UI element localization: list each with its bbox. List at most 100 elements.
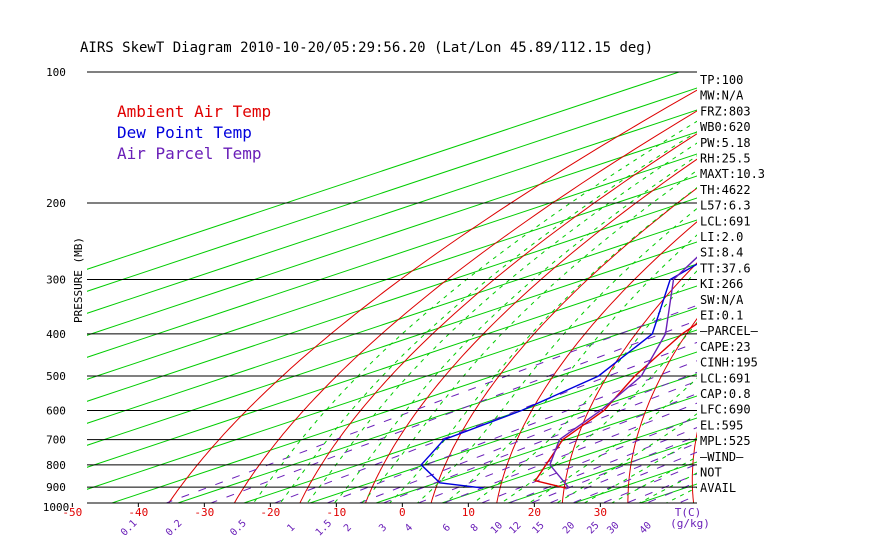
- index-label: SI:8.4: [700, 246, 743, 260]
- mixing-ratio-line: [325, 360, 697, 503]
- dew-point-temp-line: [420, 263, 697, 489]
- mixing-ratio-line: [209, 319, 697, 503]
- moist-adiabat-line: [665, 487, 697, 503]
- index-label: KI:266: [700, 277, 743, 291]
- y-tick-label: 500: [46, 370, 66, 383]
- isotherm-line: [732, 72, 870, 516]
- dry-adiabat-line: [299, 133, 697, 503]
- y-axis-label: PRESSURE (MB): [72, 237, 85, 323]
- mixing-ratio-label: 0.1: [119, 518, 140, 539]
- index-label: EL:595: [700, 418, 743, 432]
- isotherm-line: [242, 351, 697, 503]
- index-label: CINH:195: [700, 356, 758, 370]
- mixing-ratio-label: 0.2: [164, 518, 185, 539]
- index-label: WB0:620: [700, 120, 751, 134]
- isotherm-line: [308, 373, 697, 503]
- isotherm-line: [87, 175, 697, 380]
- bottom-tick-label: -40: [128, 506, 148, 519]
- index-label: CAP:0.8: [700, 387, 751, 401]
- index-label: —PARCEL—: [700, 324, 759, 338]
- mixing-ratio-label: 2: [342, 522, 354, 534]
- index-label: L57:6.3: [700, 199, 751, 213]
- legend-entry: Dew Point Temp: [117, 123, 252, 142]
- index-label: FRZ:803: [700, 104, 751, 118]
- y-tick-label: 1000: [43, 501, 70, 514]
- index-label: SW:N/A: [700, 293, 744, 307]
- dry-adiabat-line: [691, 431, 697, 503]
- mixing-ratio-line: [480, 416, 697, 503]
- bottom-tick-label: 10: [462, 506, 475, 519]
- isotherm-line: [87, 285, 697, 490]
- mixing-ratio-label: 6: [441, 522, 453, 534]
- isotherm-line: [87, 87, 697, 292]
- moist-adiabat-line: [279, 131, 697, 503]
- y-tick-label: 900: [46, 481, 66, 494]
- y-tick-label: 600: [46, 404, 66, 417]
- y-tick-label: 400: [46, 328, 66, 341]
- moist-adiabat-line: [252, 120, 697, 503]
- isotherm-line: [798, 72, 870, 516]
- dry-adiabat-line: [496, 221, 697, 503]
- isotherm-line: [87, 131, 697, 336]
- index-label: NOT: [700, 466, 722, 480]
- isotherm-line: [87, 109, 697, 314]
- y-tick-label: 700: [46, 434, 66, 447]
- legend-entry: Ambient Air Temp: [117, 102, 271, 121]
- dry-adiabat-line: [627, 317, 697, 503]
- y-tick-label: 300: [46, 274, 66, 287]
- legend-entry: Air Parcel Temp: [117, 144, 262, 163]
- moist-adiabat-line: [692, 500, 697, 503]
- isotherm-line: [176, 329, 697, 503]
- mixing-ratio-line: [417, 393, 697, 503]
- isotherm-line: [87, 197, 697, 402]
- dry-adiabat-line: [430, 187, 697, 503]
- moist-adiabat-line: [416, 207, 697, 503]
- mixing-ratio-label: 40: [638, 520, 654, 536]
- isotherm-line: [87, 219, 697, 424]
- index-label: —WIND—: [700, 450, 744, 464]
- mixing-ratio-unit: (g/kg): [670, 517, 710, 530]
- mixing-ratio-line: [382, 380, 697, 503]
- mixing-ratio-label: 12: [507, 520, 523, 536]
- mixing-ratio-label: 10: [489, 520, 505, 536]
- isotherm-line: [110, 307, 697, 503]
- mixing-ratio-label: 0.5: [228, 518, 249, 539]
- index-label: EI:0.1: [700, 309, 743, 323]
- bottom-tick-label: 30: [594, 506, 607, 519]
- chart-title: AIRS SkewT Diagram 2010-10-20/05:29:56.2…: [80, 40, 653, 56]
- mixing-ratio-label: 15: [530, 520, 546, 536]
- y-tick-label: 800: [46, 459, 66, 472]
- index-label: LCL:691: [700, 371, 751, 385]
- index-label: TH:4622: [700, 183, 751, 197]
- index-label: PW:5.18: [700, 136, 751, 150]
- dry-adiabat-line: [755, 72, 870, 516]
- dry-adiabat-line: [233, 110, 697, 503]
- plot-area: [87, 72, 870, 516]
- y-tick-label: 200: [46, 197, 66, 210]
- moist-adiabat-line: [583, 437, 697, 503]
- moist-adiabat-line: [610, 456, 697, 503]
- moist-adiabat-line: [500, 321, 697, 503]
- index-label: TT:37.6: [700, 261, 751, 275]
- moist-adiabat-line: [306, 142, 697, 503]
- mixing-ratio-label: 25: [585, 520, 601, 536]
- mixing-ratio-line: [548, 442, 697, 503]
- moist-adiabat-line: [333, 155, 697, 503]
- isotherm-line: [87, 241, 697, 446]
- air-parcel-temp-line: [549, 256, 697, 489]
- mixing-ratio-label: 1.5: [314, 518, 335, 539]
- mixing-ratio-line: [164, 304, 697, 503]
- y-tick-label: 100: [46, 66, 66, 79]
- index-label: MPL:525: [700, 434, 751, 448]
- index-label: MW:N/A: [700, 89, 744, 103]
- bottom-unit-label: T(C): [675, 506, 702, 519]
- index-label: AVAIL: [700, 481, 736, 495]
- index-label: RH:25.5: [700, 152, 751, 166]
- bottom-tick-label: 0: [399, 506, 406, 519]
- moist-adiabat-line: [361, 169, 697, 503]
- dry-adiabat-line: [365, 158, 697, 503]
- isotherm-line: [87, 263, 697, 468]
- dry-adiabat-line: [168, 89, 697, 503]
- dry-adiabat-line: [815, 72, 870, 516]
